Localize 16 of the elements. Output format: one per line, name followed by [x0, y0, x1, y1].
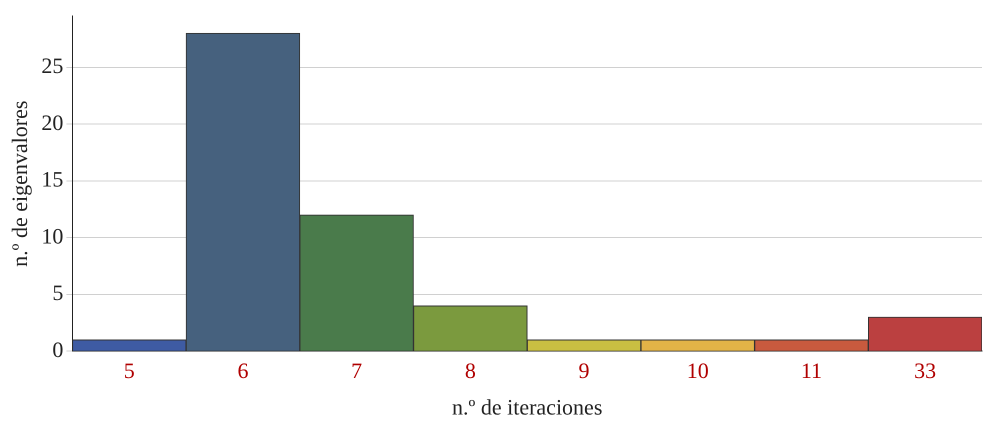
- x-tick-label: 7: [351, 358, 362, 384]
- x-tick-label: 9: [578, 358, 590, 384]
- x-tick-label: 10: [686, 358, 709, 384]
- y-tick-label: 5: [52, 280, 64, 306]
- x-tick-label: 8: [464, 358, 476, 384]
- x-tick-label: 33: [914, 358, 936, 384]
- x-axis-title: n.º de iteraciones: [452, 394, 602, 420]
- y-tick-label: 10: [41, 223, 64, 248]
- y-tick-label: 0: [52, 336, 64, 362]
- y-tick-label: 20: [41, 110, 64, 135]
- y-axis-title: n.º de eigenvalores: [6, 100, 32, 267]
- x-tick-label: 5: [124, 358, 135, 384]
- x-tick-label: 11: [800, 358, 822, 384]
- y-tick-label: 15: [41, 166, 64, 192]
- x-tick-label: 6: [237, 358, 248, 384]
- y-tick-label: 25: [41, 53, 64, 78]
